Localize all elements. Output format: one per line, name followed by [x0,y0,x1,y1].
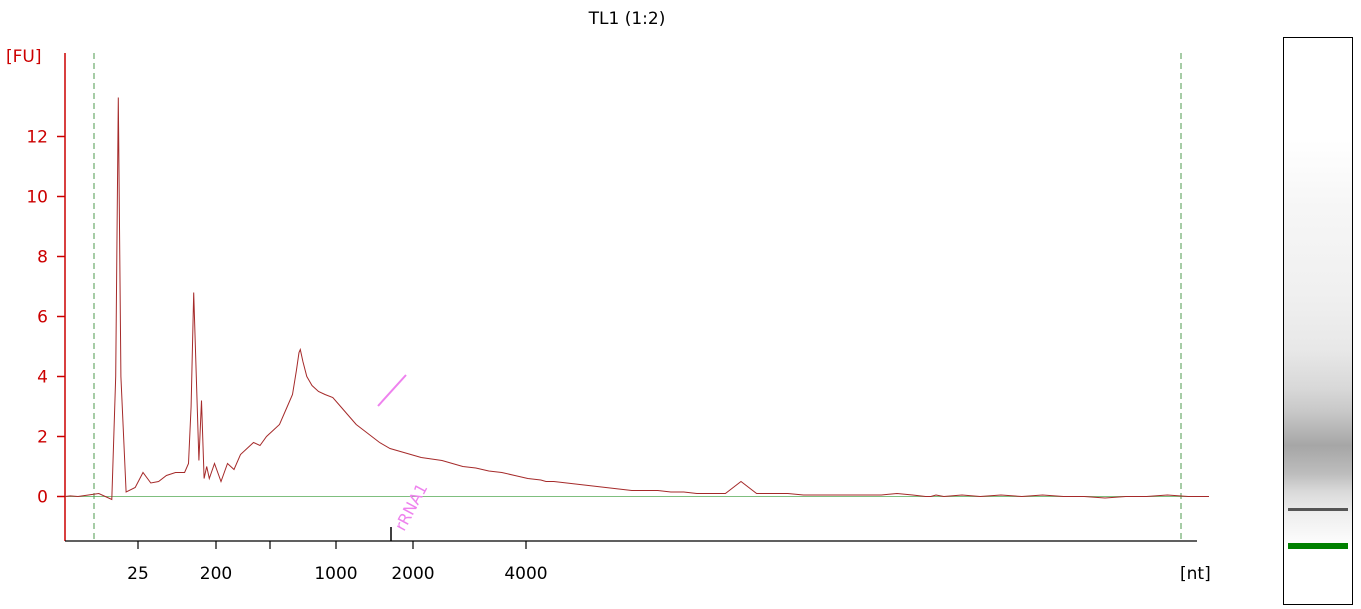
y-tick-label: 10 [26,188,48,208]
x-axis-label: [nt] [1180,564,1211,584]
y-tick-label: 2 [37,428,48,448]
chart-title: TL1 (1:2) [588,9,666,29]
gel-band [1288,508,1348,511]
electropherogram-chart: TL1 (1:2) [FU] [nt] 0 2 4 6 8 10 12 25 200 1000 2… [6,9,1211,584]
y-axis-label: [FU] [6,47,42,67]
y-tick-label: 6 [37,308,48,328]
marker-band [1288,543,1348,549]
x-tick-label: 2000 [391,564,434,584]
electropherogram-trace [64,97,1209,501]
rrna1-region-marker [377,374,407,407]
y-tick-label: 8 [37,248,48,268]
y-tick-label: 0 [37,488,48,508]
x-tick-label: 4000 [504,564,547,584]
x-tick-label: 25 [127,564,149,584]
rrna1-annotation-label: rRNA1 [391,480,432,534]
y-tick-label: 12 [26,128,48,148]
gel-lane-image [1283,37,1353,605]
x-tick-label: 200 [200,564,232,584]
y-tick-label: 4 [37,368,48,388]
x-tick-label: 1000 [314,564,357,584]
